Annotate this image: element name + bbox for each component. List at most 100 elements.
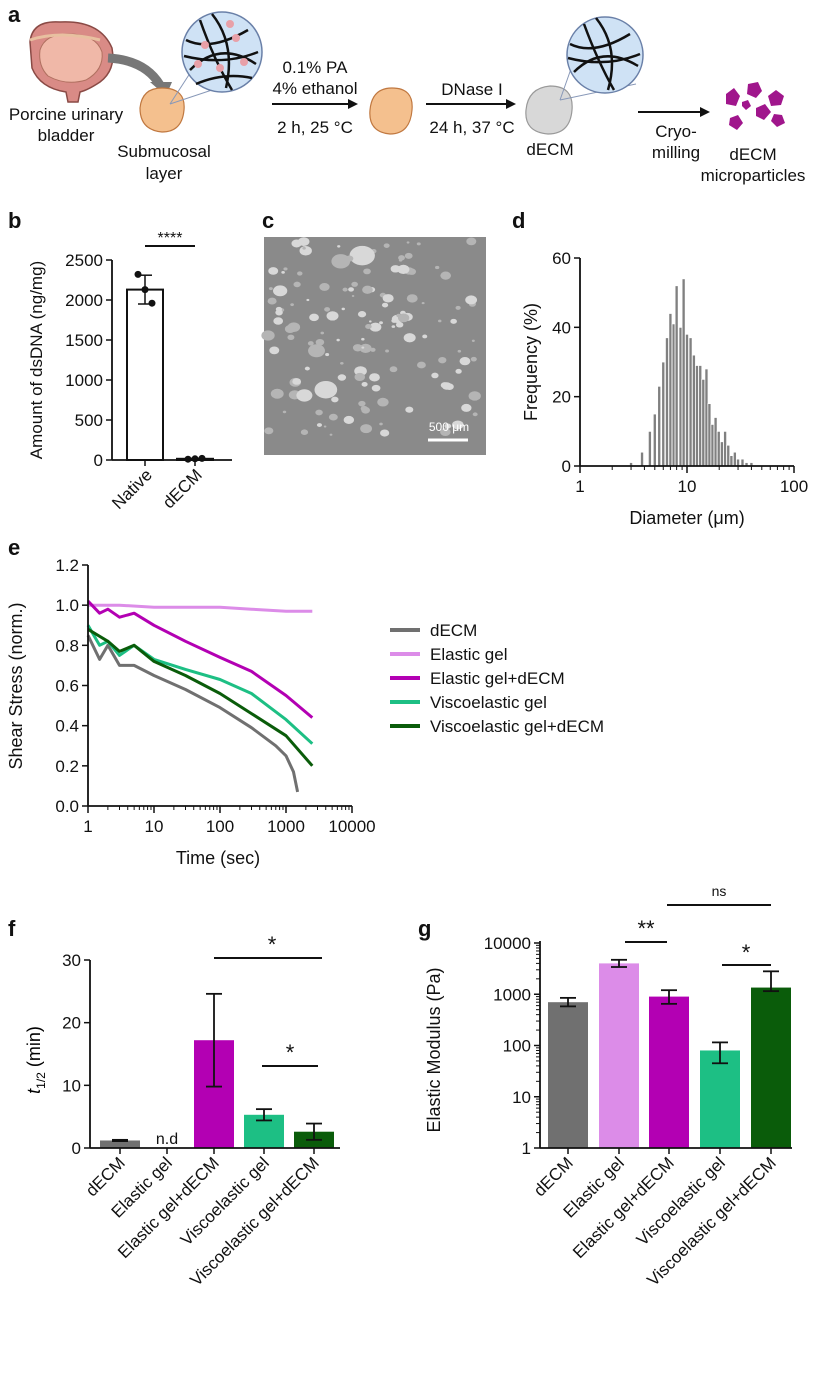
step3-line2: milling [651, 143, 701, 162]
g-ns-label: ns [712, 883, 727, 899]
g-bar-3 [700, 1050, 740, 1148]
b-y-tick-label: 1000 [65, 371, 103, 390]
b-data-point [148, 299, 156, 307]
e-legend-label-2: Elastic gel+dECM [430, 669, 565, 688]
d-y-tick-label: 20 [552, 388, 571, 407]
d-x-tick-label: 100 [780, 477, 808, 496]
b-bar-native [126, 288, 164, 461]
panel-label-b: b [8, 208, 22, 233]
d-histogram-bar [685, 333, 689, 467]
e-series-line-3 [86, 624, 314, 745]
product-line1: dECM [729, 145, 777, 164]
g-x-tick-label: dECM [530, 1153, 577, 1200]
b-x-tick-label: Native [108, 465, 156, 513]
fiber-zoom-decellularized [566, 16, 644, 94]
d-histogram-bar [710, 423, 715, 467]
f-y-tick-label: 10 [62, 1076, 81, 1095]
e-y-tick-label: 0.6 [55, 677, 79, 696]
d-histogram-bar [674, 285, 679, 467]
d-y-tick-label: 40 [552, 318, 571, 337]
d-histogram-bar [736, 458, 741, 467]
d-histogram-bar [681, 278, 686, 467]
d-histogram-bar [740, 458, 745, 467]
d-histogram-bar [652, 413, 657, 467]
source-label-line2: bladder [37, 126, 95, 145]
b-y-tick-label: 0 [94, 451, 103, 470]
f-significance-label: * [286, 1040, 295, 1065]
e-y-tick-label: 0.2 [55, 757, 79, 776]
panel-label-f: f [8, 916, 16, 941]
d-histogram-bar [657, 385, 662, 467]
e-x-tick-label: 10000 [328, 817, 375, 836]
e-legend-label-1: Elastic gel [430, 645, 507, 664]
microparticles-illustration [726, 82, 785, 130]
e-y-tick-label: 0.8 [55, 636, 79, 655]
d-histogram-bar [665, 337, 669, 467]
d-histogram-bar [716, 430, 721, 467]
e-y-axis-title: Shear Stress (norm.) [6, 602, 26, 769]
b-data-point [198, 454, 206, 462]
g-y-axis-title: Elastic Modulus (Pa) [424, 967, 444, 1132]
e-series-line-4 [87, 628, 314, 767]
e-y-tick-label: 0.0 [55, 797, 79, 816]
step1-line3: 2 h, 25 °C [277, 118, 353, 137]
b-data-point [141, 286, 149, 294]
g-x-tick-label: Viscoelastic gel [633, 1153, 729, 1249]
d-histogram-bar [726, 444, 731, 467]
e-x-tick-label: 10 [145, 817, 164, 836]
d-y-tick-label: 60 [552, 249, 571, 268]
b-y-tick-label: 1500 [65, 331, 103, 350]
e-y-tick-label: 0.4 [55, 717, 79, 736]
d-x-tick-label: 10 [678, 477, 697, 496]
bladder-illustration [29, 21, 114, 103]
e-x-tick-label: 1 [83, 817, 92, 836]
fiber-zoom-with-cells [181, 11, 263, 93]
f-y-tick-label: 0 [72, 1139, 81, 1158]
b-data-point [191, 455, 199, 463]
g-bar-1 [599, 963, 639, 1148]
panel-label-d: d [512, 208, 526, 233]
f-y-tick-label: 20 [62, 1014, 81, 1033]
treated-blob [369, 87, 413, 135]
d-histogram-bar [640, 451, 645, 467]
panel-label-e: e [8, 535, 21, 560]
curved-arrow [107, 53, 164, 88]
decm-label: dECM [526, 140, 574, 159]
b-significance-label: **** [158, 230, 183, 247]
d-histogram-bar [701, 378, 706, 467]
product-line2: microparticles [700, 166, 806, 185]
d-histogram-bar [661, 361, 666, 467]
e-legend-label-4: Viscoelastic gel+dECM [430, 717, 604, 736]
b-y-tick-label: 2000 [65, 291, 103, 310]
d-y-tick-label: 0 [562, 457, 571, 476]
f-x-tick-label: Viscoelastic gel [177, 1153, 273, 1249]
b-y-tick-label: 2500 [65, 251, 103, 270]
f-nd-label: n.d [156, 1131, 178, 1148]
d-histogram-bar [732, 451, 737, 467]
d-histogram-bar [713, 417, 718, 467]
g-y-tick-label: 1000 [493, 985, 531, 1004]
panel-label-a: a [8, 2, 21, 27]
d-histogram-bar [678, 326, 683, 467]
d-histogram-bar [723, 430, 728, 467]
g-bar-0 [548, 1002, 588, 1148]
d-histogram-bar [691, 354, 696, 467]
step2-line2: 24 h, 37 °C [429, 118, 515, 137]
g-y-tick-label: 1 [522, 1139, 531, 1158]
d-histogram-bar [688, 337, 693, 467]
e-y-tick-label: 1.2 [55, 556, 79, 575]
source-label-line1: Porcine urinary [8, 105, 124, 124]
g-y-tick-label: 10 [512, 1088, 531, 1107]
d-y-axis-title: Frequency (%) [521, 303, 541, 421]
d-x-axis-title: Diameter (μm) [629, 508, 744, 528]
b-y-axis-title: Amount of dsDNA (ng/mg) [27, 261, 46, 459]
panel-label-c: c [262, 208, 275, 233]
g-y-tick-label: 10000 [484, 934, 531, 953]
e-x-tick-label: 1000 [267, 817, 305, 836]
e-x-tick-label: 100 [206, 817, 234, 836]
scale-bar-label: 500 μm [428, 420, 470, 434]
f-y-tick-label: 30 [62, 951, 81, 970]
g-significance-label: * [742, 940, 751, 965]
g-significance-label: ** [637, 916, 655, 941]
